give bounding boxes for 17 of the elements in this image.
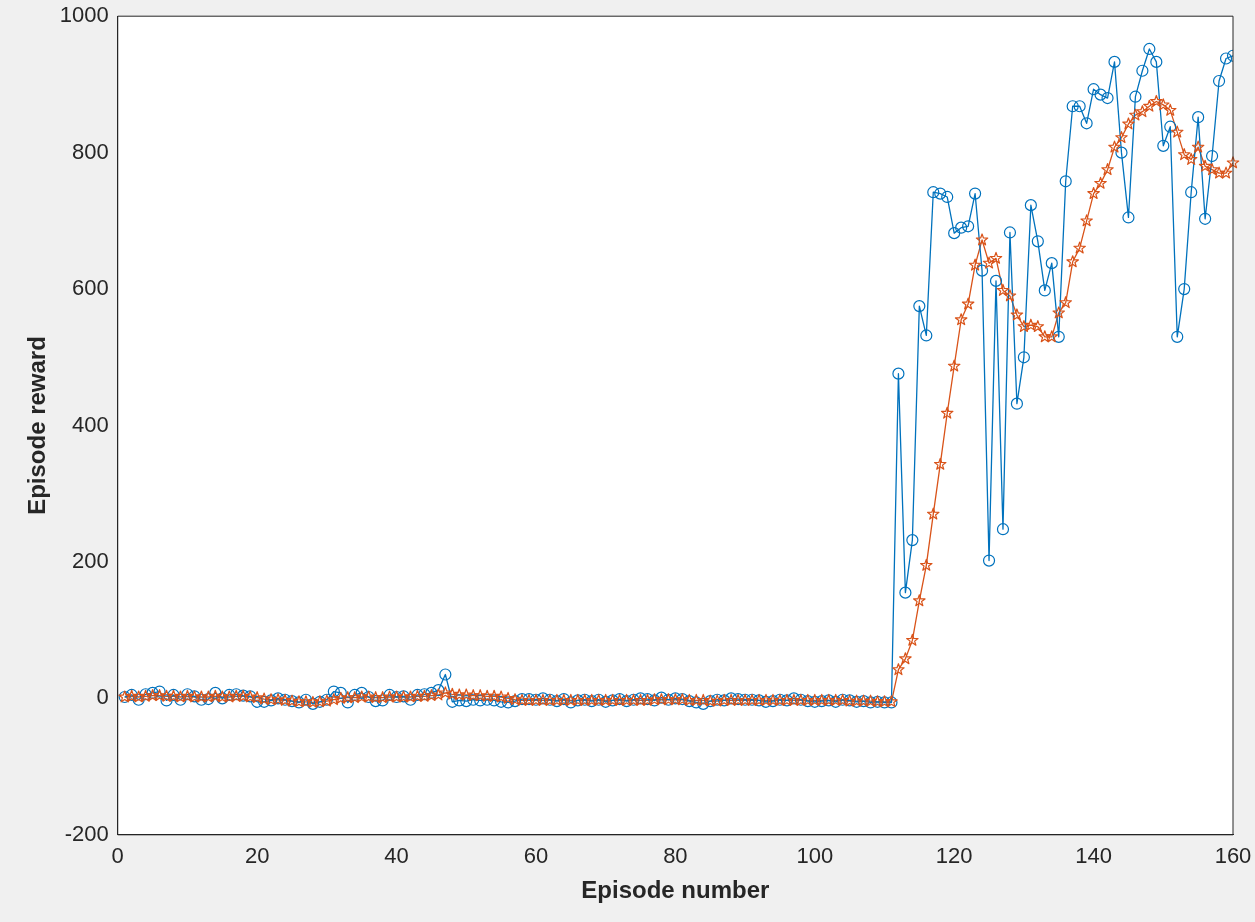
y-tick-label: 600 (72, 275, 109, 301)
x-tick-label: 140 (1075, 843, 1112, 869)
y-tick-label: -200 (64, 820, 109, 846)
x-tick-label: 120 (935, 843, 973, 869)
y-axis-title: Episode reward (23, 336, 51, 515)
x-tick-label: 100 (796, 843, 834, 869)
x-tick-label: 160 (1214, 843, 1252, 869)
y-tick-label: 1000 (59, 2, 109, 28)
x-tick-label: 80 (663, 843, 688, 869)
x-axis-title: Episode number (581, 876, 770, 904)
y-tick-label: 200 (72, 548, 109, 573)
y-tick-label: 0 (96, 684, 109, 710)
y-tick-label: 800 (72, 138, 109, 164)
x-tick-label: 20 (244, 843, 270, 869)
x-tick-label: 40 (384, 843, 409, 869)
y-tick-label: 400 (72, 411, 109, 437)
x-tick-label: 60 (523, 843, 549, 869)
